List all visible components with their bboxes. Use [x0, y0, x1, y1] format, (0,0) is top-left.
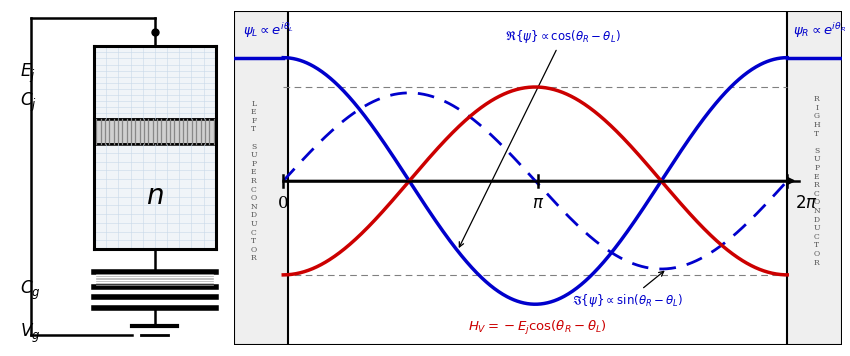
Text: $\pi$: $\pi$	[531, 195, 544, 212]
Bar	[94, 46, 216, 119]
Text: 0: 0	[278, 195, 288, 212]
Bar	[94, 119, 216, 144]
Text: $2\pi$: $2\pi$	[795, 195, 818, 212]
Text: $E_j$: $E_j$	[20, 62, 36, 85]
Text: L
E
F
T
 
S
U
P
E
R
C
O
N
D
U
C
T
O
R: L E F T S U P E R C O N D U C T O R	[251, 100, 257, 262]
Text: $V_g$: $V_g$	[20, 322, 40, 345]
Text: $C_j$: $C_j$	[20, 91, 37, 114]
Text: $\psi_L \propto e^{i\theta_L}$: $\psi_L \propto e^{i\theta_L}$	[243, 21, 294, 40]
Text: $n$: $n$	[146, 183, 164, 210]
Text: $\mathfrak{I}\{\psi\} \propto \sin(\theta_R - \theta_L)$: $\mathfrak{I}\{\psi\} \propto \sin(\thet…	[572, 271, 683, 309]
Text: $H_V = -E_j\cos(\theta_R - \theta_L)$: $H_V = -E_j\cos(\theta_R - \theta_L)$	[468, 319, 607, 337]
Text: $\psi_R \propto e^{i\theta_R}$: $\psi_R \propto e^{i\theta_R}$	[793, 21, 846, 40]
Text: $\mathfrak{R}\{\psi\} \propto \cos(\theta_R - \theta_L)$: $\mathfrak{R}\{\psi\} \propto \cos(\thet…	[459, 28, 620, 247]
Bar	[787, 11, 842, 345]
Text: R
I
G
H
T
 
S
U
P
E
R
C
O
N
D
U
C
T
O
R: R I G H T S U P E R C O N D U C T O R	[813, 95, 820, 267]
Bar	[234, 11, 288, 345]
Text: $C_g$: $C_g$	[20, 278, 40, 302]
Bar	[94, 144, 216, 249]
